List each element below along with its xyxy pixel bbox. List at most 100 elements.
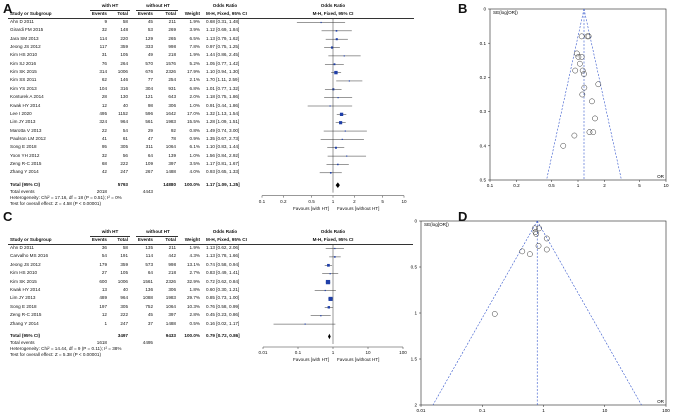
x-tick-label: 5 [638,183,641,188]
events1-cell: 68 [101,160,107,166]
events1-cell: 114 [99,35,107,41]
total1-cell: 148 [120,27,128,33]
total2-cell: 1983 [165,295,176,301]
events1-cell: 489 [99,295,107,301]
total1-cell: 359 [120,44,128,50]
study-name: Song E 2018 [10,303,37,309]
events1-cell: 32 [101,152,107,158]
total2-cell: 1488 [165,169,176,175]
events2-cell: 129 [145,35,153,41]
col-events2: Events [137,11,153,16]
y-tick-label: 0.3 [480,109,487,114]
col-mh-right: M-H, Fixed, 95% CI [312,237,354,242]
weight-cell: 32.9% [186,278,200,284]
study-square [334,247,336,250]
y-tick-label: 0.4 [480,143,487,148]
study-point [589,98,595,105]
y-axis-title: SE(log[OR]) [424,222,449,227]
study-point [536,225,543,232]
study-square [333,63,336,66]
events2-cell: 267 [145,169,153,175]
events2-cell: 1088 [142,295,153,301]
y-tick-label: 2 [414,403,417,408]
study-name: Paulson LM 2012 [10,135,46,141]
study-name: Marotta V 2013 [10,127,42,133]
x-axis-title: OR [657,399,665,404]
study-square [334,70,338,75]
study-point [543,246,550,253]
study-square [332,88,335,91]
events1-cell: 95 [101,144,107,150]
or-ci-cell: 0.97 [0.75, 1.25] [206,44,240,50]
or-ci-cell: 1.13 [0.79, 1.62] [206,35,240,41]
total1-cell: 40 [122,287,128,292]
or-ci-cell: 0.93 [0.65, 1.33] [206,169,240,175]
total2-cell: 397 [168,312,176,318]
or-ci-cell: 1.32 [1.13, 1.54] [206,110,240,116]
total1-cell: 964 [120,295,128,301]
study-square [327,263,330,267]
or-ci-cell: 1.13 [0.62, 2.06] [206,245,240,250]
or-header-left: Odds Ratio [212,3,238,8]
events1-cell: 27 [101,270,107,276]
col-study: Study or Subgroup [10,237,52,242]
total2-cell: 1064 [165,303,176,309]
or-ci-cell: 0.85 [0.73, 1.00] [206,295,240,301]
events1-cell: 1 [104,320,107,326]
x-tick-label: 1 [331,350,335,355]
study-point [519,248,526,255]
or-ci-cell: 1.10 [0.83, 1.44] [206,144,240,150]
events1-cell: 179 [99,261,107,267]
total2-cell: 254 [168,77,176,83]
weight-cell: 2.0% [189,94,200,100]
total-events2: 4443 [142,188,153,194]
study-name: Kim HS 2010 [10,270,38,276]
study-square [334,256,336,258]
funnel-right-limit [536,220,642,406]
x-tick-label: 0.01 [417,408,426,413]
total2-cell: 2326 [165,278,176,284]
total2-cell: 92 [170,127,176,133]
col-mh-left: M-H, Fixed, 95% CI [206,237,247,242]
total1-cell: 247 [120,320,128,326]
events1-cell: 9 [104,19,107,24]
funnel-right-limit [583,8,622,181]
total-label: Total (95% CI) [10,333,41,338]
col-study: Study or Subgroup [10,11,52,16]
events2-cell: 596 [145,110,153,116]
overall-effect-text: Test for overall effect: Z = 4.58 (P < 0… [10,200,101,206]
weight-cell: 29.7% [186,295,200,301]
events2-cell: 561 [145,119,153,125]
study-name: Jeong JS 2012 [10,44,41,50]
total-t1: 5793 [117,181,128,187]
col-total2: Total [165,237,176,242]
weight-cell: 1.0% [189,102,200,108]
weight-cell: 0.5% [189,320,200,326]
or-ci-cell: 1.44 [0.86, 2.45] [206,52,240,58]
col-total1: Total [117,237,128,242]
events2-cell: 311 [145,144,153,150]
x-tick-label: 2 [353,198,356,204]
weight-cell: 3.9% [189,27,200,33]
group1-header: with HT [101,229,119,234]
events2-cell: 573 [145,261,153,267]
col-mh-right: M-H, Fixed, 95% CI [312,11,354,16]
weight-cell: 7.8% [189,44,200,50]
events1-cell: 36 [101,245,107,250]
or-ci-cell: 1.56 [0.84, 2.92] [206,152,240,158]
total2-cell: 998 [168,44,176,50]
col-total2: Total [165,11,176,16]
col-weight: Weight [184,237,200,242]
group1-underline [90,10,130,11]
col-events2: Events [137,237,153,242]
study-point [577,60,583,67]
y-tick-label: 0.5 [411,265,418,270]
study-point [533,231,540,237]
or-ci-cell: 1.49 [0.74, 3.00] [206,127,240,133]
or-ci-cell: 1.10 [0.94, 1.30] [206,69,240,75]
study-square [343,55,345,57]
x-tick-label: 0.1 [294,350,302,355]
